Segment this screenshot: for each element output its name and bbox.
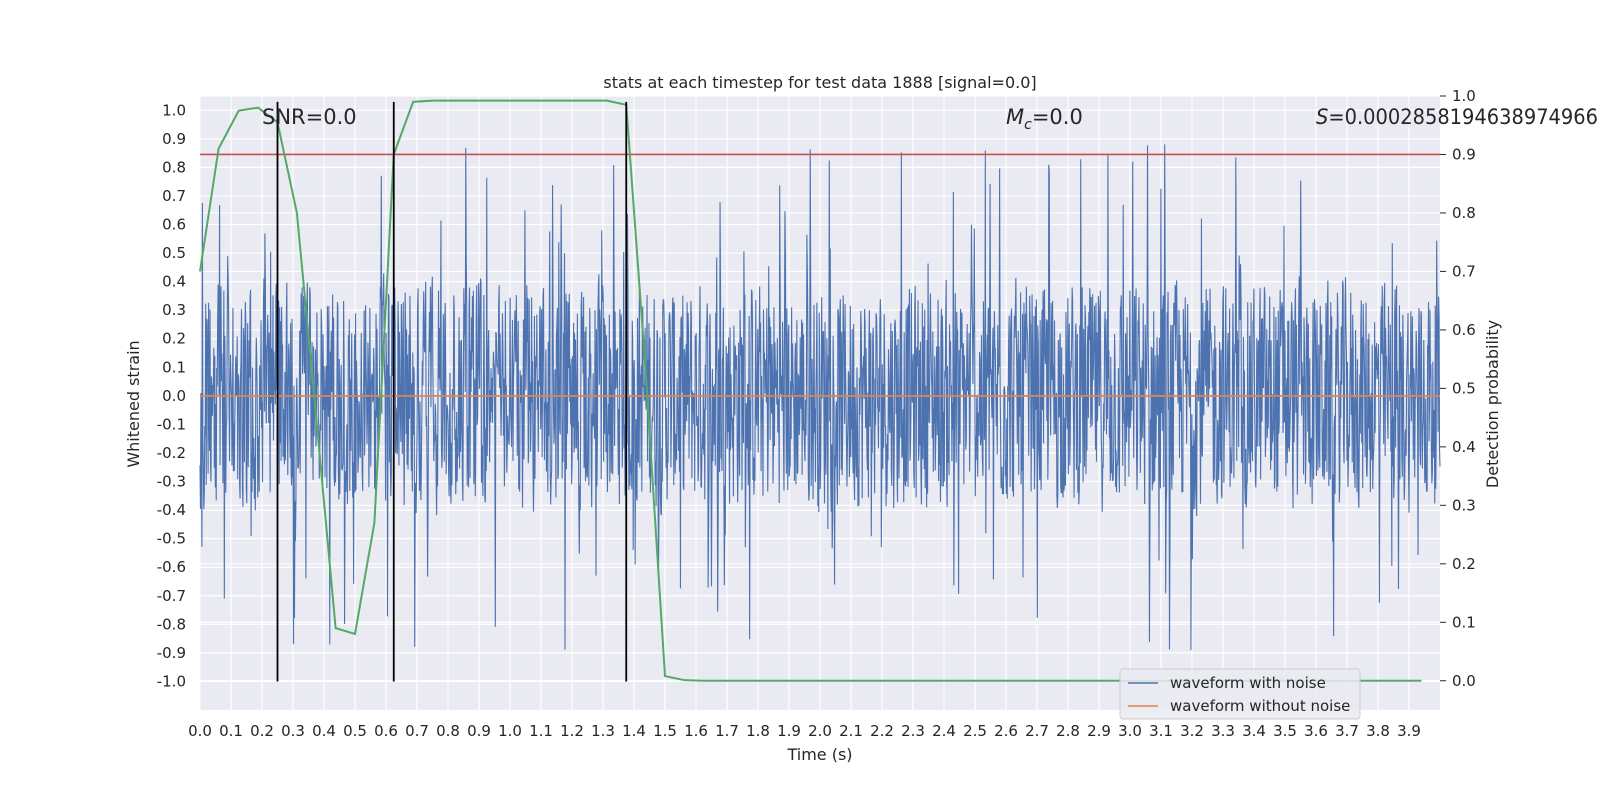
- x-tick-label: 2.6: [994, 722, 1018, 740]
- x-tick-label: 2.5: [963, 722, 987, 740]
- x-tick-label: 0.8: [436, 722, 460, 740]
- x-tick-label: 2.0: [808, 722, 832, 740]
- y2-tick-label: 0.9: [1452, 145, 1476, 163]
- y2-tick-label: 0.0: [1452, 672, 1476, 690]
- legend-box: [1119, 668, 1361, 720]
- y-tick-label: 0.6: [162, 216, 186, 234]
- x-tick-label: 0.2: [250, 722, 274, 740]
- y-tick-label: 0.8: [162, 158, 186, 176]
- x-tick-label: 3.4: [1242, 722, 1266, 740]
- y-tick-label: -0.8: [157, 615, 186, 633]
- y-tick-label: 0.1: [162, 358, 186, 376]
- x-tick-label: 2.9: [1087, 722, 1111, 740]
- y-tick-label: 0.5: [162, 244, 186, 262]
- annotation-s-symbol: S: [1316, 105, 1328, 129]
- annotation-s-value: =0.0002858194638974966: [1328, 105, 1598, 129]
- x-tick-label: 0.4: [312, 722, 336, 740]
- y-tick-label: -0.5: [157, 530, 186, 548]
- x-tick-label: 2.8: [1056, 722, 1080, 740]
- y2-tick-label: 0.2: [1452, 555, 1476, 573]
- y-tick-label: 0.2: [162, 330, 186, 348]
- y2-tick-label: 0.3: [1452, 496, 1476, 514]
- y2-tick-label: 0.6: [1452, 321, 1476, 339]
- legend-label-waveform-with-noise: waveform with noise: [1170, 674, 1326, 692]
- x-tick-label: 0.0: [188, 722, 212, 740]
- y-tick-label: -0.7: [157, 587, 186, 605]
- legend: waveform with noise waveform without noi…: [1119, 668, 1361, 720]
- x-tick-label: 2.7: [1025, 722, 1049, 740]
- series-waveform-with-noise: [199, 144, 1441, 651]
- x-tick-label: 1.5: [653, 722, 677, 740]
- legend-label-waveform-without-noise: waveform without noise: [1170, 697, 1350, 715]
- x-tick-label: 1.9: [777, 722, 801, 740]
- x-tick-label: 0.1: [219, 722, 243, 740]
- x-tick-label: 2.1: [839, 722, 863, 740]
- annotation-mc-value: =0.0: [1032, 105, 1083, 129]
- x-tick-label: 0.9: [467, 722, 491, 740]
- y-tick-label: 0.4: [162, 273, 186, 291]
- y-tick-label: 0.7: [162, 187, 186, 205]
- y2-tick-label: 0.5: [1452, 379, 1476, 397]
- x-tick-label: 1.8: [746, 722, 770, 740]
- x-tick-label: 3.8: [1366, 722, 1390, 740]
- y-tick-label: -0.9: [157, 644, 186, 662]
- annotation-mc-symbol: M: [1006, 105, 1024, 129]
- y-tick-label: 0.9: [162, 130, 186, 148]
- y-tick-label: -0.2: [157, 444, 186, 462]
- y-tick-label: -0.1: [157, 415, 186, 433]
- x-tick-label: 0.7: [405, 722, 429, 740]
- x-tick-label: 3.1: [1149, 722, 1173, 740]
- y-tick-label: 0.0: [162, 387, 186, 405]
- y-tick-label: -0.3: [157, 473, 186, 491]
- x-tick-label: 2.2: [870, 722, 894, 740]
- annotation-mc: Mc=0.0: [1006, 105, 1083, 133]
- y-tick-label: -0.6: [157, 558, 186, 576]
- chart-title: stats at each timestep for test data 188…: [603, 73, 1036, 92]
- x-tick-label: 3.3: [1211, 722, 1235, 740]
- x-tick-label: 1.2: [560, 722, 584, 740]
- x-tick-label: 3.9: [1397, 722, 1421, 740]
- x-axis-label: Time (s): [786, 745, 852, 764]
- x-tick-label: 3.6: [1304, 722, 1328, 740]
- x-tick-label: 0.5: [343, 722, 367, 740]
- annotation-snr: SNR=0.0: [262, 105, 357, 129]
- y-tick-label: 0.3: [162, 301, 186, 319]
- y2-axis-label: Detection probability: [1483, 320, 1502, 488]
- x-tick-label: 3.2: [1180, 722, 1204, 740]
- y-tick-label: -1.0: [157, 672, 186, 690]
- x-tick-label: 1.7: [715, 722, 739, 740]
- x-tick-label: 1.4: [622, 722, 646, 740]
- x-tick-label: 1.0: [498, 722, 522, 740]
- x-tick-label: 0.3: [281, 722, 305, 740]
- x-tick-label: 3.7: [1335, 722, 1359, 740]
- overlays: [199, 99, 1440, 682]
- ticks: 0.0 0.1 0.2 0.3 0.4 0.5 0.6 0.7 0.8 0.9 1.0 1.1 1.2 1…: [157, 87, 1476, 740]
- y2-tick-label: 0.4: [1452, 438, 1476, 456]
- y2-tick-label: 1.0: [1452, 87, 1476, 105]
- x-tick-label: 1.1: [529, 722, 553, 740]
- x-tick-label: 3.0: [1118, 722, 1142, 740]
- y2-tick-label: 0.1: [1452, 613, 1476, 631]
- y-tick-label: 1.0: [162, 101, 186, 119]
- waveform-with-noise-line: [199, 144, 1441, 651]
- x-tick-label: 1.3: [591, 722, 615, 740]
- y2-tick-label: 0.8: [1452, 204, 1476, 222]
- annotation-s: S=0.0002858194638974966: [1316, 105, 1598, 129]
- x-tick-label: 2.3: [901, 722, 925, 740]
- y-tick-label: -0.4: [157, 501, 186, 519]
- x-tick-label: 3.5: [1273, 722, 1297, 740]
- y2-tick-label: 0.7: [1452, 262, 1476, 280]
- x-tick-label: 2.4: [932, 722, 956, 740]
- annotation-mc-subscript: c: [1024, 117, 1032, 133]
- y-axis-label: Whitened strain: [124, 340, 143, 467]
- x-tick-label: 0.6: [374, 722, 398, 740]
- x-tick-label: 1.6: [684, 722, 708, 740]
